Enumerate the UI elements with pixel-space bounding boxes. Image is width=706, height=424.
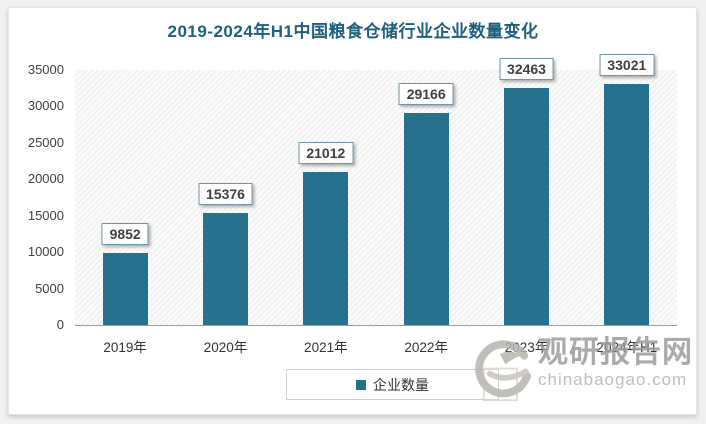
data-label-2020年: 15376	[198, 182, 253, 205]
y-tick-25000: 25000	[27, 134, 64, 150]
y-axis: 0 5000 10000 15000 20000 25000 30000 35000	[0, 0, 64, 424]
x-tick-2020年: 2020年	[203, 340, 248, 355]
bar-2021年	[303, 171, 349, 325]
bar-2019年	[102, 253, 148, 325]
legend-label: 企业数量	[373, 376, 429, 393]
data-label-2022年: 29166	[398, 82, 454, 105]
data-label-2024年H1: 33021	[599, 54, 655, 77]
x-tick-2021年: 2021年	[304, 340, 348, 355]
x-tick-2022年: 2022年	[404, 340, 448, 355]
data-label-2023年: 32463	[499, 58, 554, 81]
plot-area	[75, 70, 677, 326]
y-tick-30000: 30000	[27, 98, 64, 114]
bar-2022年	[403, 112, 449, 325]
y-tick-15000: 15000	[27, 207, 64, 223]
bar-2023年	[504, 88, 549, 325]
legend-marker-icon	[356, 379, 366, 390]
y-tick-20000: 20000	[27, 171, 64, 187]
legend: 企业数量	[286, 369, 499, 400]
y-tick-5000: 5000	[35, 280, 64, 296]
y-tick-0: 0	[56, 317, 64, 332]
chart-title: 2019-2024年H1中国粮食仓储行业企业数量变化	[167, 22, 539, 41]
x-tick-2024年H1: 2024年H1	[596, 340, 658, 355]
x-tick-2023年: 2023年	[504, 340, 549, 355]
data-label-2019年: 9852	[101, 223, 149, 246]
y-tick-10000: 10000	[27, 244, 64, 260]
bar-2024年H1	[604, 84, 650, 325]
x-tick-2019年: 2019年	[103, 340, 147, 355]
bar-2020年	[203, 212, 248, 325]
data-label-2021年: 21012	[298, 141, 354, 164]
y-tick-35000: 35000	[27, 62, 64, 77]
